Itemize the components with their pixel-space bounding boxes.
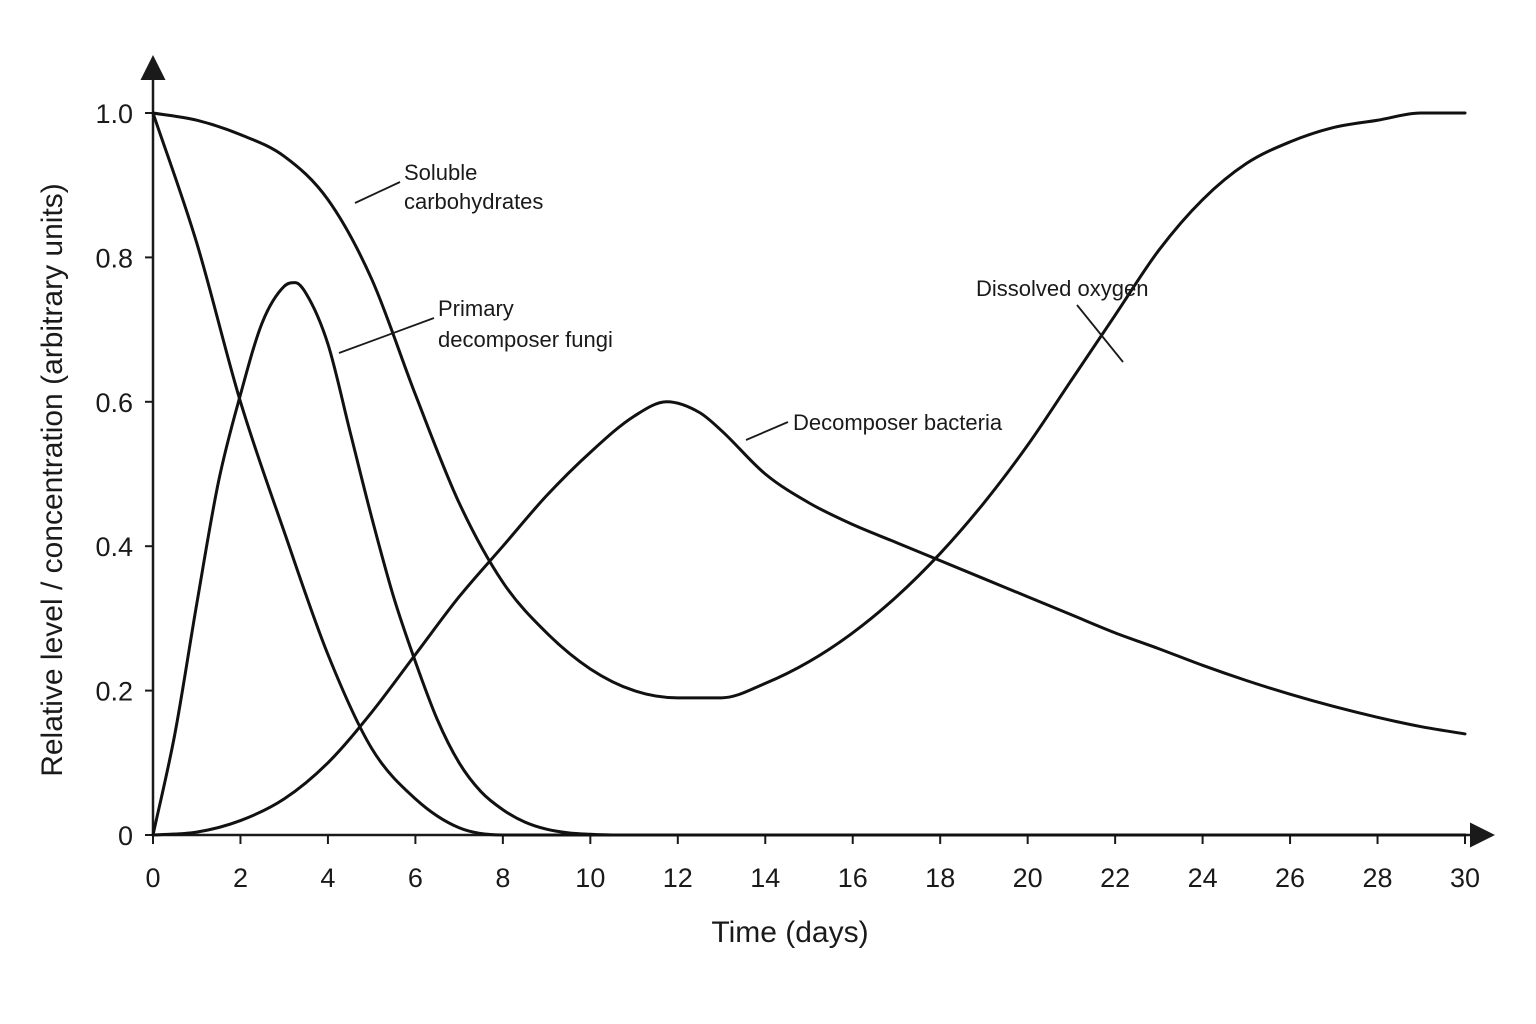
y-tick-label: 0.4 — [95, 532, 133, 562]
x-tick-label: 6 — [408, 863, 423, 893]
series-annotations: Soluble carbohydrates Primary decomposer… — [338, 160, 1148, 441]
y-tick-label: 0.6 — [95, 388, 133, 418]
x-tick-label: 26 — [1275, 863, 1305, 893]
x-tick-label: 16 — [838, 863, 868, 893]
series-line-decomposer-bacteria — [151, 400, 1467, 837]
x-tick-label: 24 — [1188, 863, 1218, 893]
x-tick-label: 8 — [495, 863, 510, 893]
x-ticks: 0 2 4 6 8 10 12 14 16 18 20 22 24 26 28 30 — [145, 835, 1480, 893]
y-tick-label: 0 — [118, 821, 133, 851]
x-tick-label: 30 — [1450, 863, 1480, 893]
series-line-soluble-carbohydrates — [151, 111, 1467, 700]
y-axis-title: Relative level / concentration (arbitrar… — [36, 183, 69, 777]
y-tick-label: 1.0 — [95, 99, 133, 129]
x-tick-label: 12 — [663, 863, 693, 893]
leader-line-primary-decomposer-fungi — [338, 317, 435, 354]
x-tick-label: 4 — [320, 863, 335, 893]
leader-line-soluble-carbohydrates — [354, 181, 401, 204]
x-axis-title: Time (days) — [711, 916, 868, 949]
annotation-decomposer-bacteria: Decomposer bacteria — [793, 410, 1003, 435]
y-tick-label: 0.8 — [95, 243, 133, 273]
series-line-primary-decomposer-fungi — [151, 281, 1467, 837]
x-tick-label: 20 — [1013, 863, 1043, 893]
y-ticks: 0 0.2 0.4 0.6 0.8 1.0 — [95, 99, 153, 851]
x-tick-label: 10 — [575, 863, 605, 893]
x-tick-label: 2 — [233, 863, 248, 893]
x-tick-label: 14 — [750, 863, 780, 893]
x-tick-label: 22 — [1100, 863, 1130, 893]
y-tick-label: 0.2 — [95, 677, 133, 707]
x-tick-label: 28 — [1363, 863, 1393, 893]
annotation-dissolved-oxygen: Dissolved oxygen — [976, 276, 1148, 301]
leader-line-decomposer-bacteria — [745, 421, 789, 441]
leader-line-dissolved-oxygen — [1076, 304, 1124, 363]
x-tick-label: 18 — [925, 863, 955, 893]
x-tick-label: 0 — [145, 863, 160, 893]
series-line-dissolved-oxygen — [151, 111, 1467, 837]
annotation-primary-decomposer-fungi: Primary decomposer fungi — [438, 296, 613, 352]
series-lines — [151, 111, 1467, 837]
annotation-soluble-carbohydrates: Soluble carbohydrates — [404, 160, 543, 214]
